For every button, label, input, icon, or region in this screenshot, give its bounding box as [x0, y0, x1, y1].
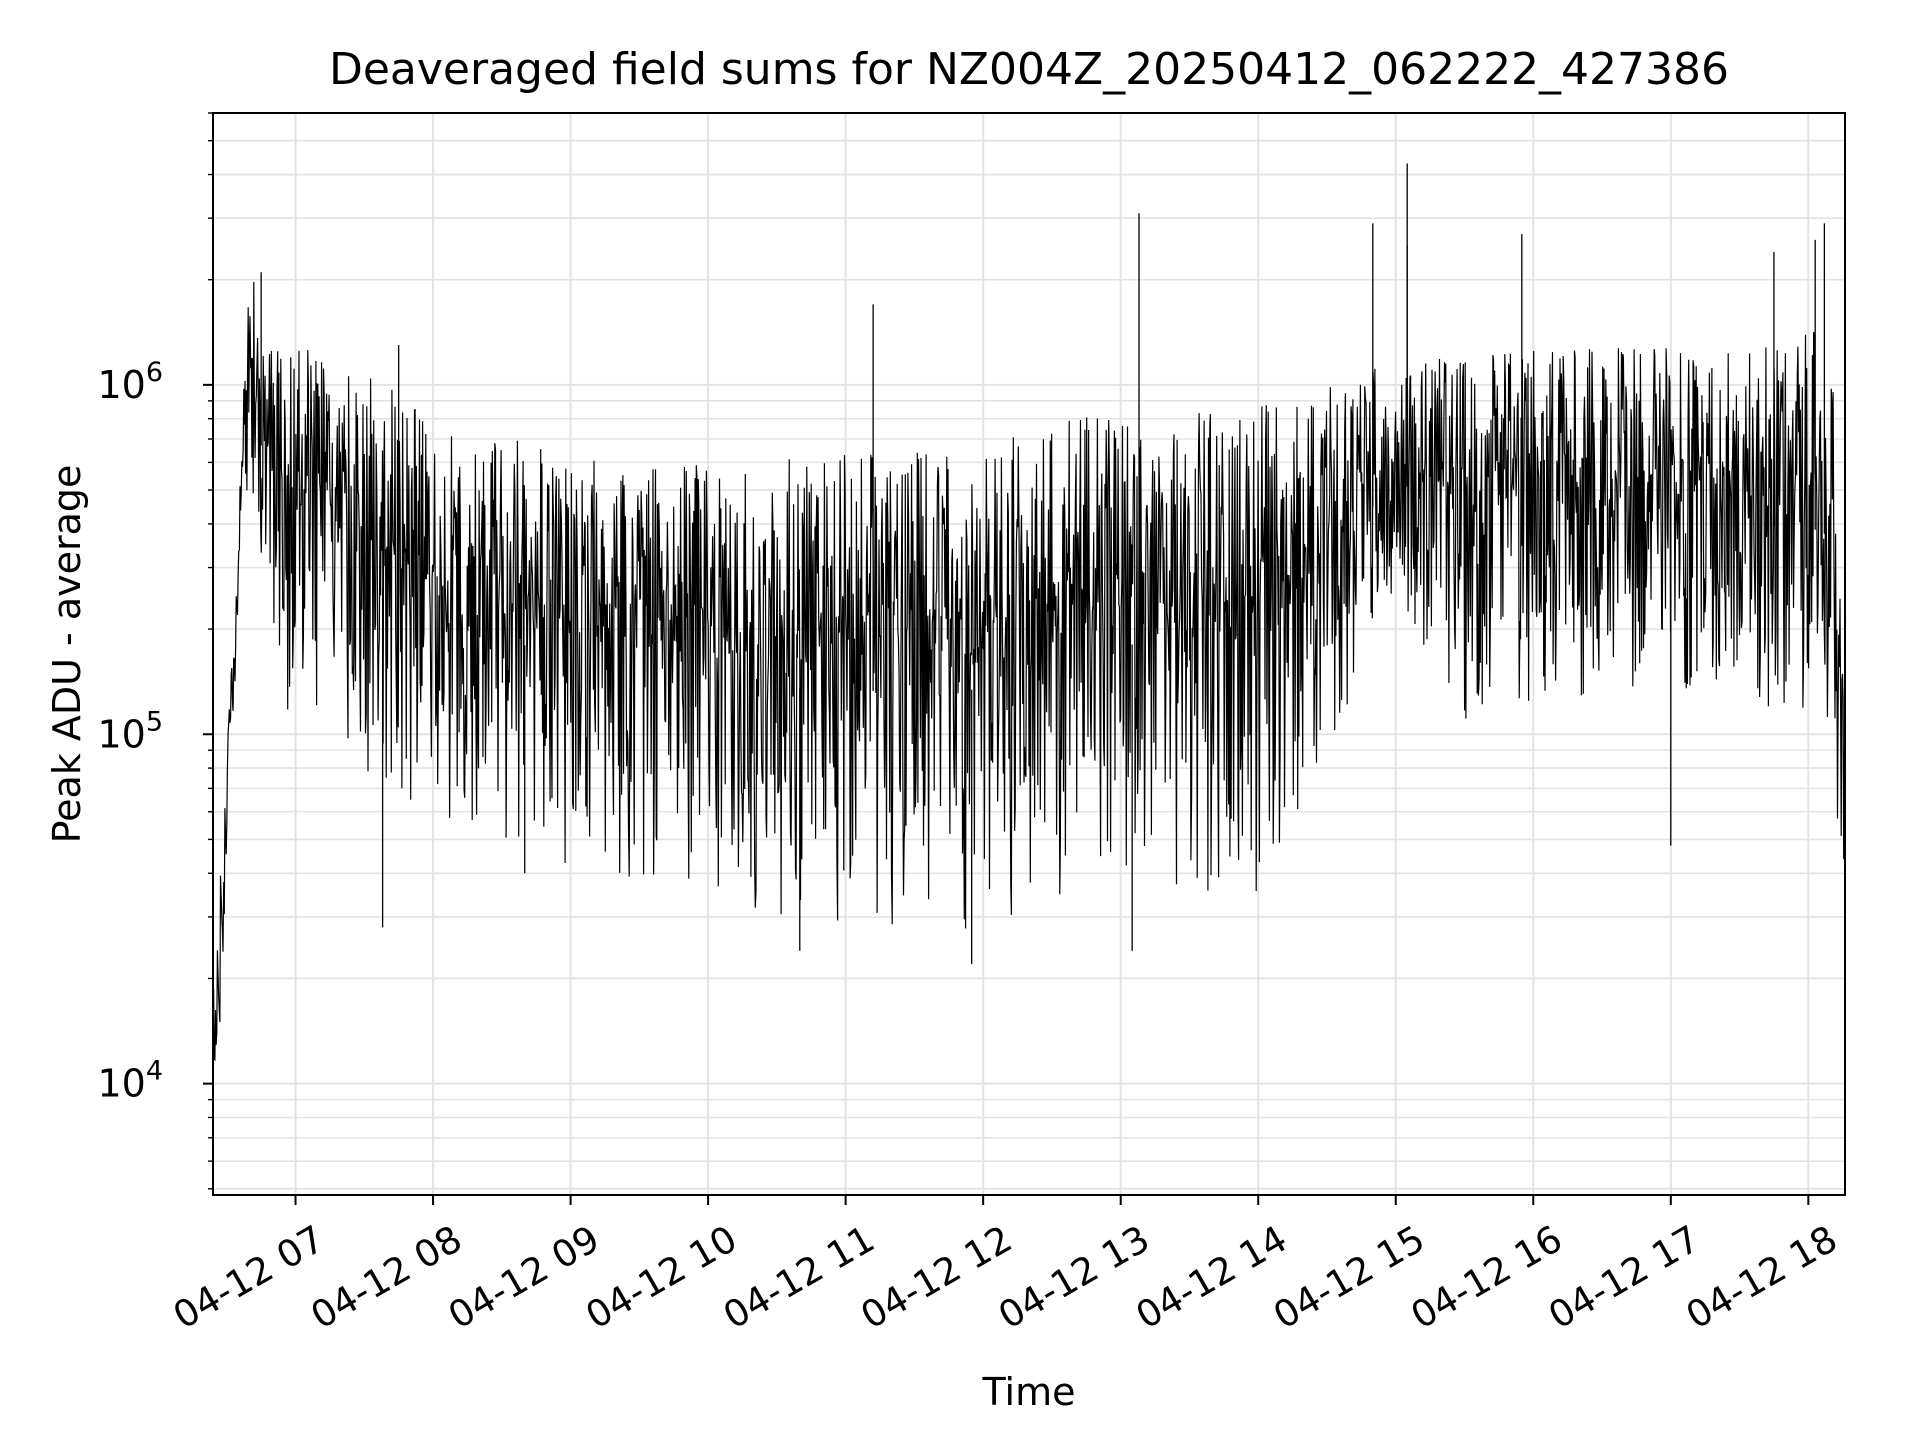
x-axis-label: Time — [982, 1370, 1076, 1414]
y-tick-base: 10 — [97, 1062, 145, 1106]
y-tick-base: 10 — [97, 363, 145, 407]
plot-frame — [212, 112, 1846, 1196]
y-tick-exponent: 6 — [146, 357, 163, 388]
y-tick-label: 105 — [97, 706, 163, 756]
y-tick-base: 10 — [97, 712, 145, 756]
y-axis-label: Peak ADU - average — [45, 465, 89, 844]
series-line — [212, 281, 1846, 1062]
y-tick-exponent: 5 — [146, 706, 163, 737]
y-tick-exponent: 4 — [146, 1056, 163, 1087]
data-series — [212, 163, 1846, 1062]
y-tick-label: 106 — [97, 357, 163, 407]
chart-title: Deaveraged field sums for NZ004Z_2025041… — [329, 44, 1729, 95]
y-tick-label: 104 — [97, 1056, 163, 1106]
